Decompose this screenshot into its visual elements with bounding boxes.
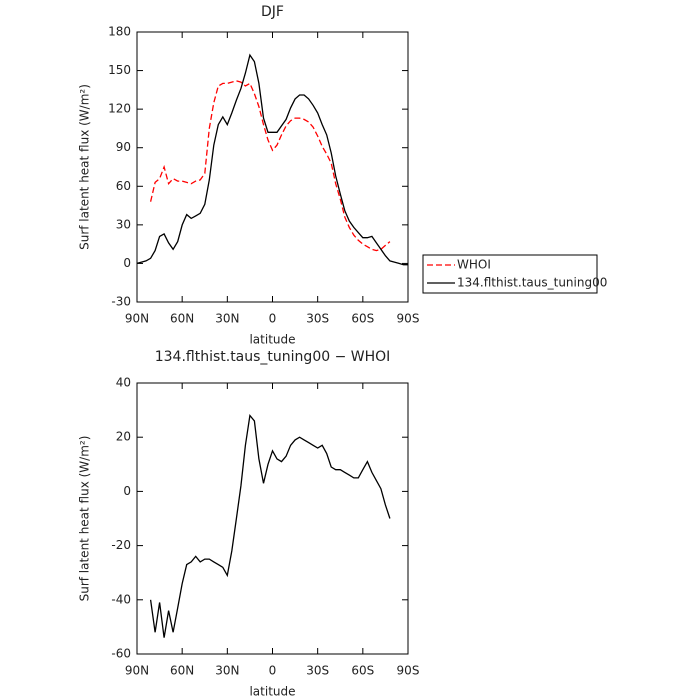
x-tick-label: 30N — [215, 664, 239, 678]
y-tick-label: -30 — [111, 295, 131, 309]
x-tick-label: 90S — [397, 312, 420, 326]
y-tick-label: 0 — [123, 256, 131, 270]
y-tick-label: 30 — [116, 217, 131, 231]
y-tick-label: 40 — [116, 376, 131, 390]
plot-frame — [136, 31, 409, 303]
y-axis-label: Surf latent heat flux (W/m²) — [78, 436, 92, 602]
x-tick-label: 60N — [170, 664, 194, 678]
x-tick-label: 30S — [306, 664, 329, 678]
x-tick-label: 90N — [125, 312, 149, 326]
x-tick-label: 60N — [170, 312, 194, 326]
x-axis-label: latitude — [249, 685, 295, 699]
chart-title: 134.flthist.taus_tuning00 − WHOI — [155, 349, 391, 365]
x-axis-label: latitude — [249, 333, 295, 347]
y-axis-label: Surf latent heat flux (W/m²) — [78, 84, 92, 250]
y-tick-label: 90 — [116, 140, 131, 154]
y-tick-label: 180 — [108, 25, 131, 39]
y-tick-label: -40 — [111, 592, 131, 606]
data-line — [149, 80, 391, 252]
y-tick-label: 20 — [116, 430, 131, 444]
y-tick-label: 0 — [123, 484, 131, 498]
legend-label: 134.flthist.taus_tuning00 — [457, 276, 607, 290]
x-tick-label: 90S — [397, 664, 420, 678]
data-line — [136, 53, 408, 266]
y-tick-label: -60 — [111, 647, 131, 661]
y-tick-label: -20 — [111, 538, 131, 552]
plot-frame — [136, 382, 409, 655]
x-tick-label: 0 — [269, 312, 277, 326]
y-tick-label: 120 — [108, 102, 131, 116]
chart-title: DJF — [261, 4, 284, 20]
x-tick-label: 30S — [306, 312, 329, 326]
x-tick-label: 60S — [351, 312, 374, 326]
y-tick-label: 60 — [116, 179, 131, 193]
legend-box — [422, 254, 598, 294]
legend-label: WHOI — [457, 258, 491, 272]
y-tick-label: 150 — [108, 63, 131, 77]
x-tick-label: 30N — [215, 312, 239, 326]
x-tick-label: 0 — [269, 664, 277, 678]
x-tick-label: 60S — [351, 664, 374, 678]
data-line — [149, 413, 391, 638]
x-tick-label: 90N — [125, 664, 149, 678]
